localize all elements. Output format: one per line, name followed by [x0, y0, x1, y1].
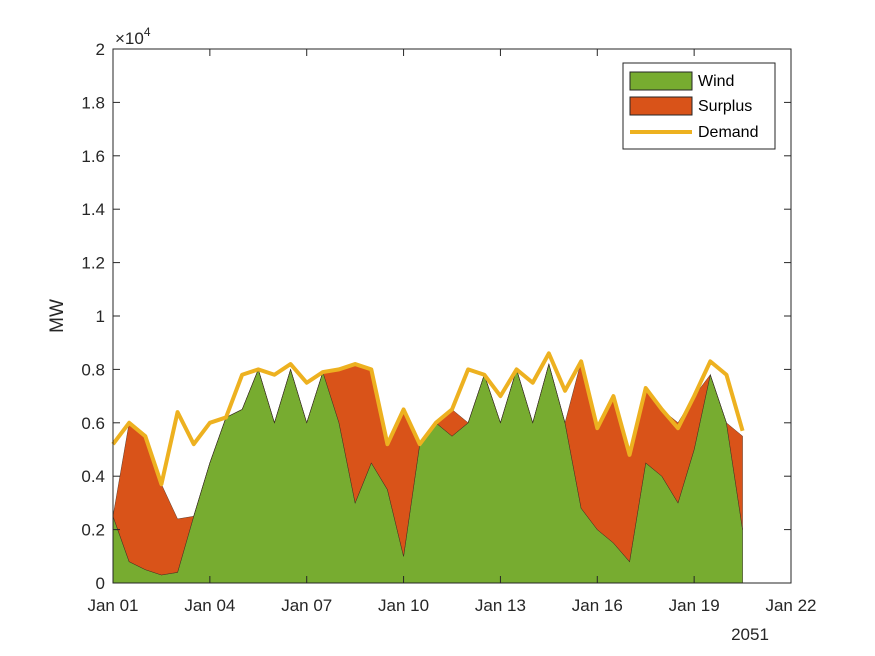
legend-swatch-surplus — [629, 96, 693, 116]
y-tick-label: 0 — [96, 574, 105, 593]
y-tick-label: 1.4 — [81, 200, 105, 219]
x-tick-label: Jan 01 — [87, 596, 138, 615]
y-tick-label: 1.6 — [81, 147, 105, 166]
x-tick-label: Jan 22 — [765, 596, 816, 615]
tick-layer: 0 0.2 0.4 0.6 0.8 1 1.2 1.4 1.6 1.8 2 Jan 01 Jan 04 J… — [81, 40, 816, 615]
x-tick-label: Jan 07 — [281, 596, 332, 615]
line-layer — [111, 351, 745, 487]
x-tick-label: Jan 19 — [669, 596, 720, 615]
y-axis-label: MW — [47, 299, 68, 333]
legend: Wind Surplus Demand — [622, 62, 776, 150]
y-tick-label: 0.6 — [81, 414, 105, 433]
x-year-label: 2051 — [731, 625, 769, 644]
y-exponent-prefix: ×10 — [115, 29, 144, 48]
y-tick-label: 1.2 — [81, 254, 105, 273]
demand-line — [111, 351, 745, 487]
y-tick-label: 2 — [96, 40, 105, 59]
y-tick-label: 0.4 — [81, 467, 105, 486]
y-exponent-label: ×104 — [115, 25, 151, 48]
x-tick-label: Jan 16 — [572, 596, 623, 615]
y-exponent-value: 4 — [144, 25, 151, 39]
y-tick-label: 0.2 — [81, 521, 105, 540]
x-tick-label: Jan 04 — [184, 596, 235, 615]
y-tick-label: 1.8 — [81, 93, 105, 112]
legend-swatch-wind — [629, 71, 693, 91]
x-tick-label: Jan 10 — [378, 596, 429, 615]
y-tick-label: 0.8 — [81, 360, 105, 379]
x-tick-label: Jan 13 — [475, 596, 526, 615]
legend-label-surplus: Surplus — [698, 98, 752, 115]
y-tick-label: 1 — [96, 307, 105, 326]
legend-label-wind: Wind — [698, 73, 734, 90]
legend-label-demand: Demand — [698, 124, 758, 141]
